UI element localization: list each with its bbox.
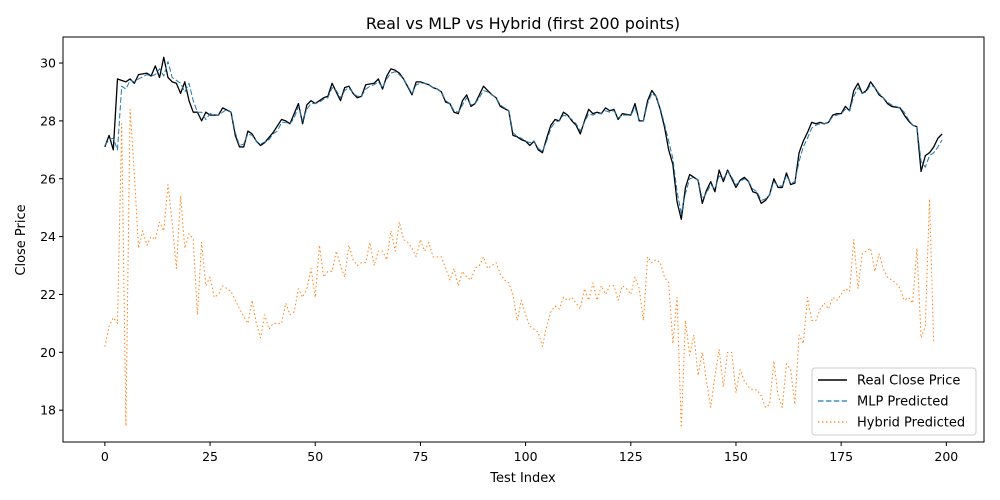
x-tick-label: 0 bbox=[101, 449, 109, 464]
series-line-3 bbox=[104, 108, 935, 429]
y-tick-label: 26 bbox=[40, 171, 56, 186]
x-tick-label: 50 bbox=[307, 449, 323, 464]
plot-lines bbox=[104, 56, 943, 429]
series-line-2 bbox=[104, 61, 943, 214]
x-tick-label: 75 bbox=[412, 449, 428, 464]
chart-title: Real vs MLP vs Hybrid (first 200 points) bbox=[366, 14, 680, 33]
y-tick-label: 20 bbox=[40, 345, 56, 360]
y-tick-label: 24 bbox=[40, 229, 56, 244]
series-line-1 bbox=[104, 56, 943, 220]
y-axis-label: Close Price bbox=[14, 204, 29, 275]
x-axis: 0 25 50 75 100 125 150 175 200 bbox=[101, 442, 958, 464]
x-tick-label: 150 bbox=[724, 449, 748, 464]
x-tick-label: 200 bbox=[934, 449, 958, 464]
y-axis: 18 20 22 24 26 28 30 bbox=[40, 56, 63, 418]
legend-label: Real Close Price bbox=[857, 374, 960, 389]
legend-box bbox=[811, 367, 977, 436]
x-tick-label: 100 bbox=[514, 449, 538, 464]
legend: Real Close Price MLP Predicted Hybrid Pred… bbox=[811, 367, 977, 436]
x-tick-label: 175 bbox=[829, 449, 853, 464]
legend-label: MLP Predicted bbox=[857, 395, 948, 410]
x-axis-label: Test Index bbox=[489, 471, 556, 486]
y-tick-label: 30 bbox=[40, 56, 56, 71]
x-tick-label: 25 bbox=[202, 449, 218, 464]
legend-label: Hybrid Predicted bbox=[857, 416, 965, 431]
x-tick-label: 125 bbox=[619, 449, 643, 464]
y-tick-label: 28 bbox=[40, 113, 56, 128]
y-tick-label: 18 bbox=[40, 403, 56, 418]
plot-frame bbox=[62, 36, 985, 443]
y-tick-label: 22 bbox=[40, 287, 56, 302]
